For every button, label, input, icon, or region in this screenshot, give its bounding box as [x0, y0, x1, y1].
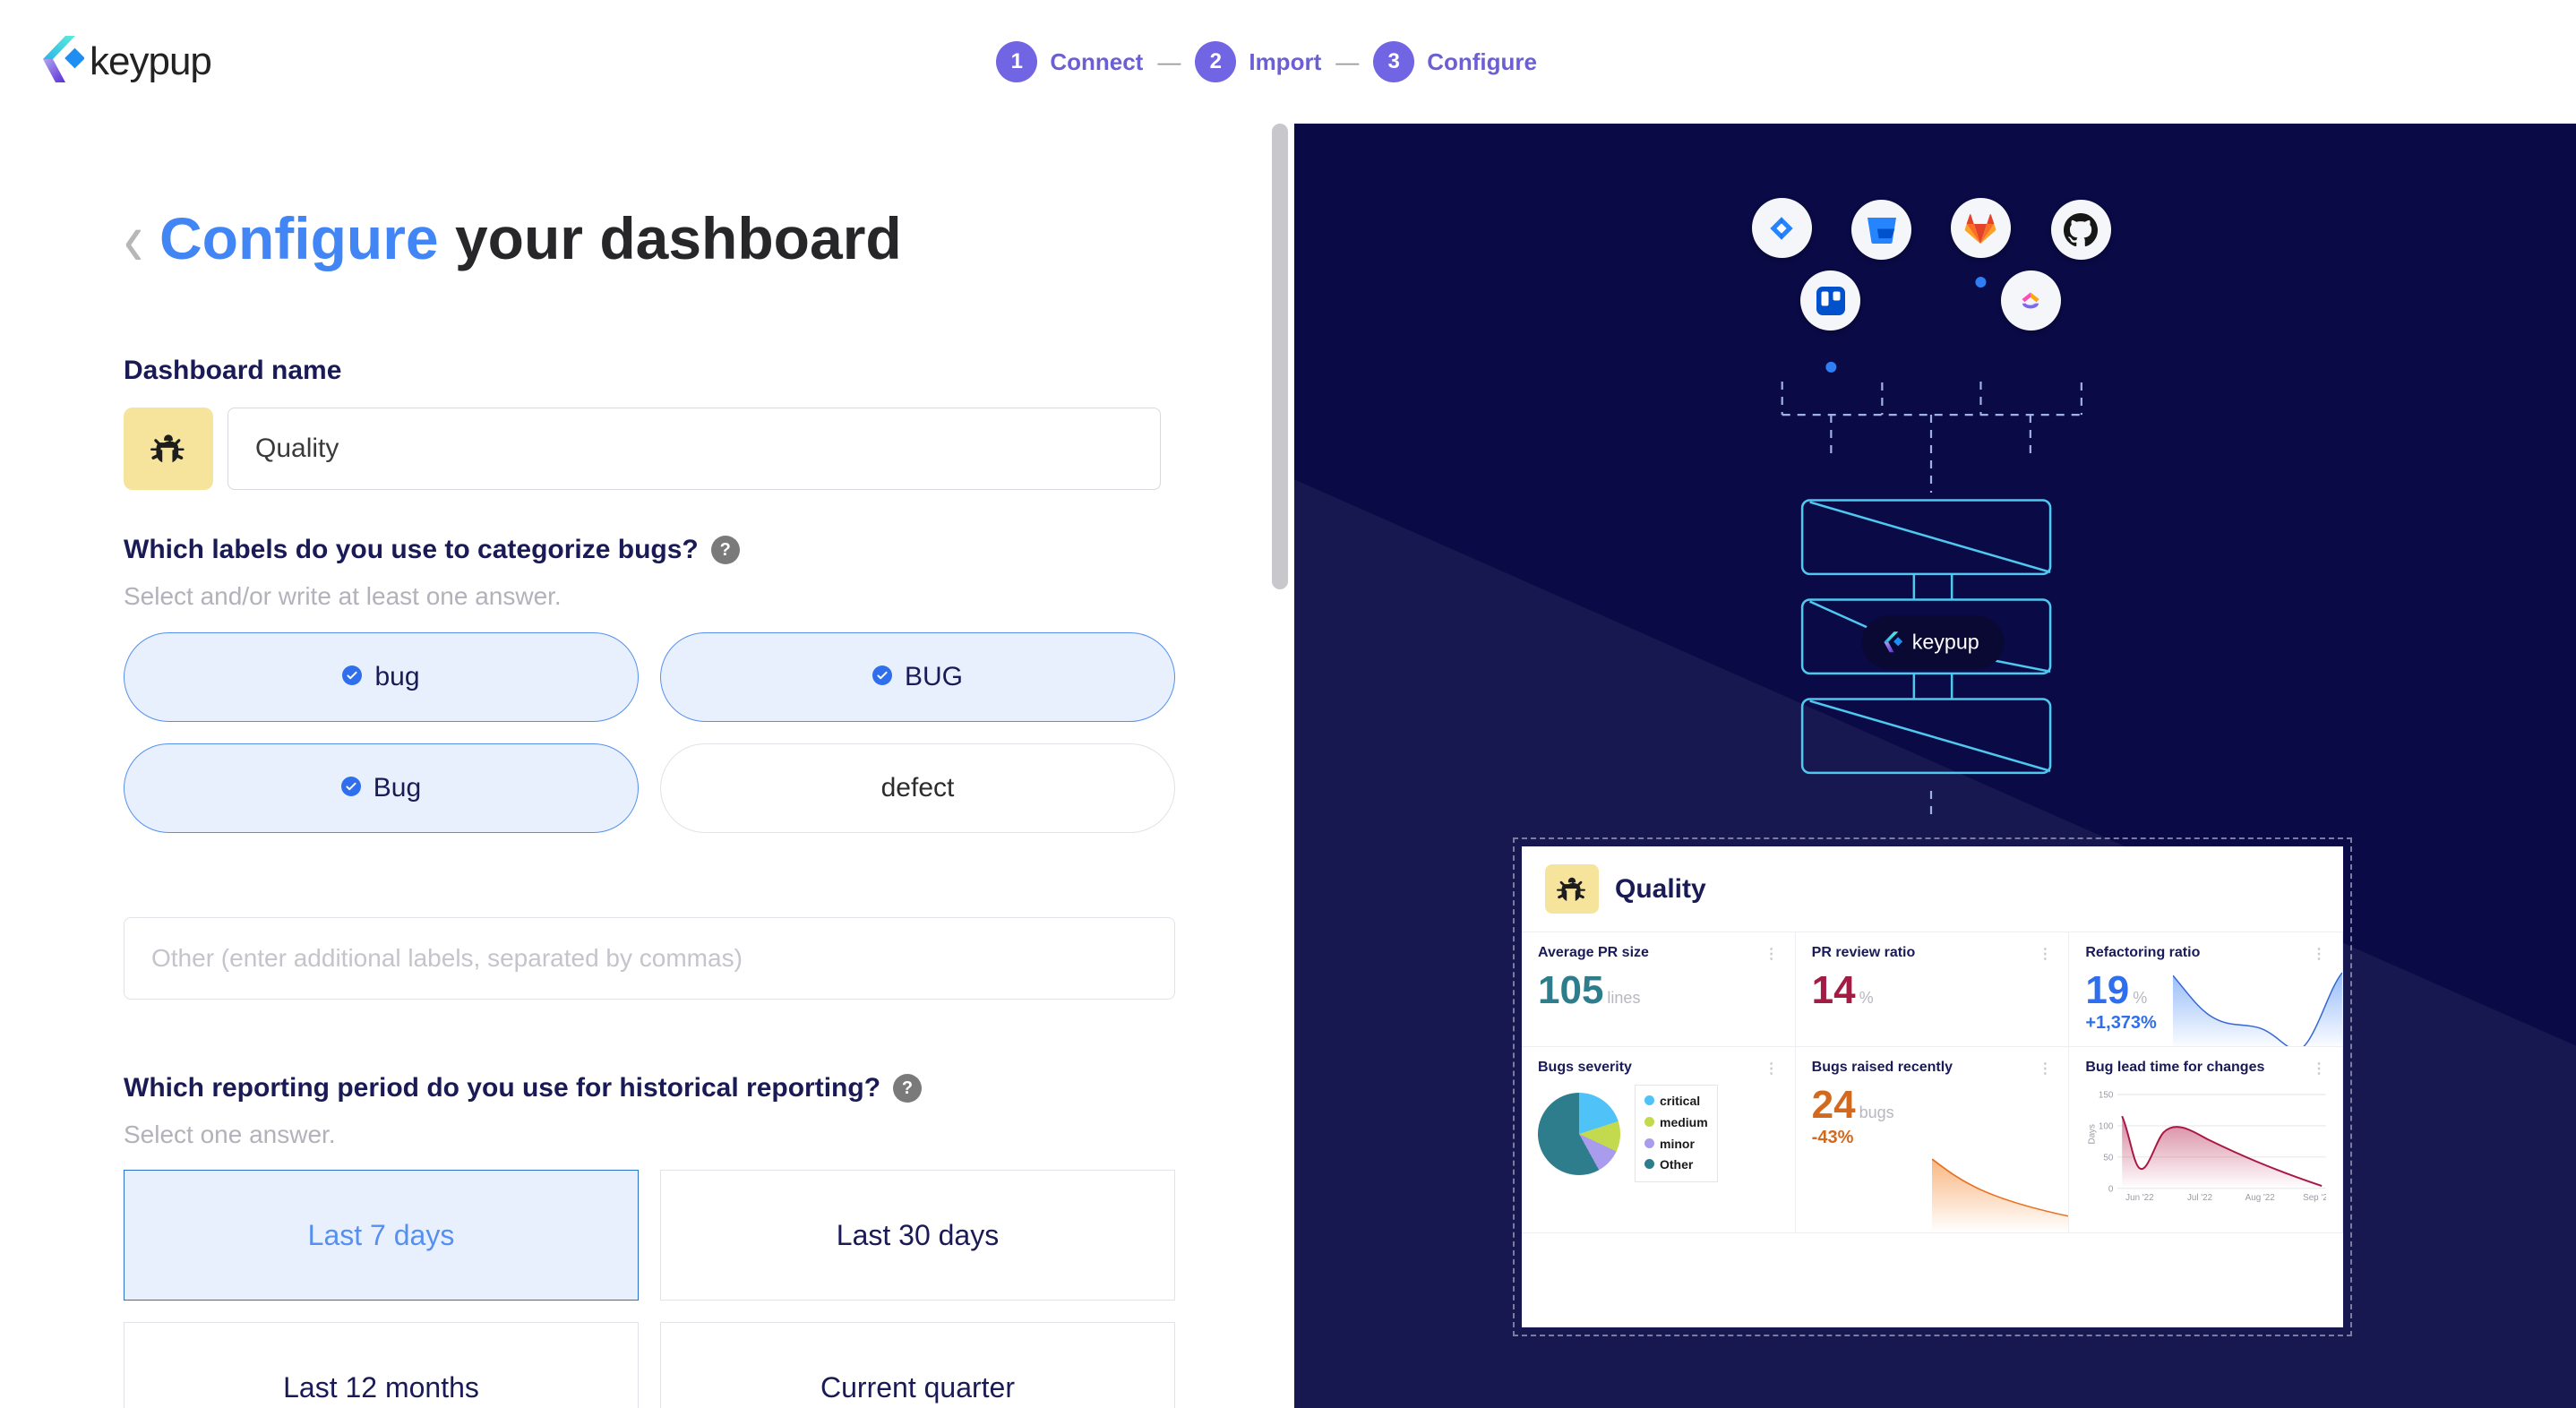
svg-text:Sep '22: Sep '22: [2303, 1193, 2326, 1203]
svg-text:0: 0: [2108, 1184, 2114, 1194]
svg-text:100: 100: [2099, 1122, 2114, 1132]
svg-text:50: 50: [2104, 1153, 2114, 1163]
svg-text:150: 150: [2099, 1091, 2114, 1101]
svg-text:keypup: keypup: [1912, 630, 1979, 653]
svg-text:Days: Days: [2088, 1124, 2098, 1145]
svg-text:Jun '22: Jun '22: [2126, 1193, 2154, 1203]
svg-text:Aug '22: Aug '22: [2245, 1193, 2275, 1203]
svg-text:Jul '22: Jul '22: [2187, 1193, 2212, 1203]
